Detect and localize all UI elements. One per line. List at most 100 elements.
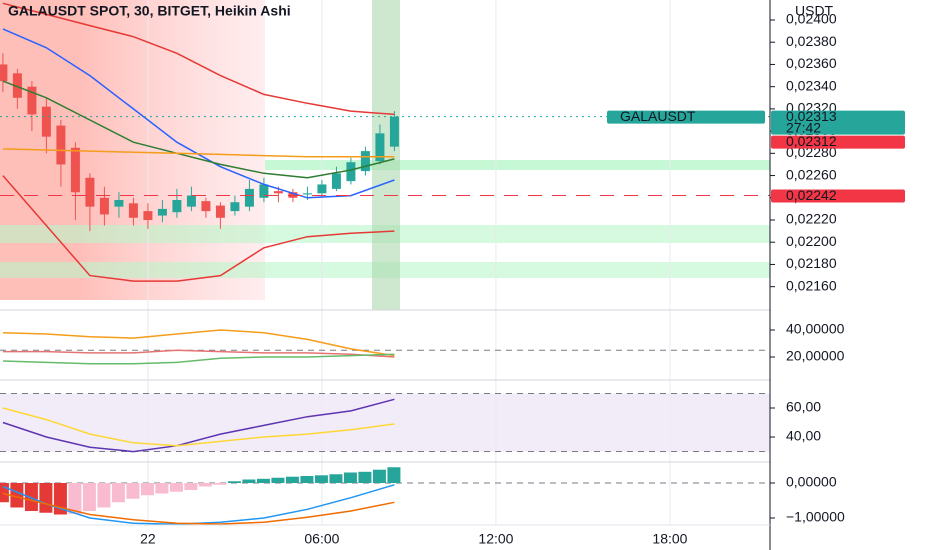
candle-body <box>360 151 370 172</box>
histogram-bar <box>126 483 140 499</box>
indicator-line <box>2 80 395 179</box>
zone-shade <box>265 160 770 170</box>
indicator-line <box>2 329 395 357</box>
y-tick-label: 60,00 <box>786 399 821 415</box>
y-tick-label: 0,02180 <box>786 255 837 271</box>
candle-body <box>128 203 138 218</box>
candle-body <box>215 205 225 218</box>
y-tick-label: 0,02260 <box>786 166 837 182</box>
candle-body <box>375 133 385 162</box>
chart-title: GALAUSDT SPOT, 30, BITGET, Heikin Ashi <box>8 3 291 19</box>
y-tick-label: 0,02360 <box>786 55 837 71</box>
candle-body <box>317 184 327 194</box>
candle-body <box>244 188 254 207</box>
histogram-bar <box>155 483 169 494</box>
y-tick-label: 0,02380 <box>786 33 837 49</box>
histogram-bar <box>329 474 343 483</box>
histogram-bar <box>300 476 314 483</box>
x-tick-label: 12:00 <box>478 531 513 547</box>
candle-body <box>99 197 109 215</box>
histogram-bar <box>140 483 154 496</box>
indicator-line <box>2 349 395 358</box>
histogram-bar <box>169 483 183 492</box>
axes: 22 06:00 12:00 18:00 0,02160 0,02180 0,02200 0,… <box>140 11 905 547</box>
histogram-bar <box>213 483 227 485</box>
histogram-bar <box>271 477 285 483</box>
histogram-bar <box>198 483 212 487</box>
y-tick-label: −1,00000 <box>786 509 845 525</box>
x-tick-label: 18:00 <box>652 531 687 547</box>
y-tick-label: 0,02160 <box>786 277 837 293</box>
histogram-bar <box>372 469 386 483</box>
candle-body <box>114 200 124 207</box>
histogram-bar <box>343 472 357 483</box>
candle-body <box>172 200 182 213</box>
x-tick-label: 22 <box>140 531 156 547</box>
y-tick-label: 0,02400 <box>786 11 837 27</box>
candle-body <box>0 64 8 82</box>
plot-area <box>0 0 932 526</box>
candle-body <box>157 208 167 216</box>
price-label: 0,02242 <box>786 187 837 203</box>
histogram-bar <box>227 481 241 483</box>
histogram-bar <box>97 483 111 508</box>
symbol-tag: GALAUSDT <box>620 108 696 124</box>
y-tick-label: 20,00000 <box>786 348 845 364</box>
histogram-bar <box>387 467 401 483</box>
indicator-line <box>2 175 395 282</box>
indicator-line <box>2 492 395 525</box>
histogram-bar <box>24 483 38 511</box>
histogram-bar <box>256 478 270 483</box>
candle-body <box>186 195 196 207</box>
y-tick-label: 0,02200 <box>786 233 837 249</box>
candle-body <box>85 177 95 207</box>
zone-shade <box>80 0 265 300</box>
histogram-bar <box>68 483 82 514</box>
indicator-line <box>2 2 395 116</box>
indicator-line <box>2 407 395 447</box>
price-label-bg <box>771 135 905 149</box>
price-label: 0,02313 <box>786 108 837 124</box>
indicator-line <box>2 353 395 365</box>
histogram-bar <box>0 483 9 503</box>
indicator-line <box>2 398 395 453</box>
candle-body <box>12 73 22 98</box>
histogram-bar <box>314 475 328 483</box>
axis-unit: USDT <box>795 3 834 19</box>
candle-body <box>70 147 80 193</box>
y-tick-label: 40,00000 <box>786 321 845 337</box>
price-axis-bg <box>771 0 932 550</box>
candle-body <box>27 86 37 115</box>
symbol-tag-bg <box>607 110 765 124</box>
candle-body <box>56 125 66 165</box>
y-tick-label: 0,00000 <box>786 474 837 490</box>
candle-body <box>288 192 298 198</box>
candle-body <box>302 193 312 195</box>
candle-body <box>41 106 51 137</box>
candle-body <box>331 173 341 189</box>
candle-body <box>346 162 356 182</box>
candle-body <box>201 201 211 212</box>
price-label: 0,02312 <box>786 133 837 149</box>
price-label-bg <box>771 189 905 203</box>
indicator-line <box>2 148 395 158</box>
histogram-bar <box>10 483 24 508</box>
histogram-bar <box>184 483 198 490</box>
candle-body <box>389 116 399 147</box>
y-tick-label: 0,02220 <box>786 211 837 227</box>
x-tick-label: 06:00 <box>304 531 339 547</box>
y-tick-label: 0,02340 <box>786 77 837 93</box>
histogram-bar <box>82 483 96 511</box>
candle-body <box>259 184 269 198</box>
histogram-bar <box>111 483 125 503</box>
countdown: 27:42 <box>786 119 821 135</box>
histogram-bar <box>285 476 299 483</box>
histogram-bar <box>358 471 372 483</box>
price-label-bg <box>771 110 905 135</box>
histogram-bar <box>242 479 256 483</box>
candle-body <box>230 202 240 212</box>
candle-body <box>143 211 153 220</box>
histogram-bar <box>39 483 53 513</box>
